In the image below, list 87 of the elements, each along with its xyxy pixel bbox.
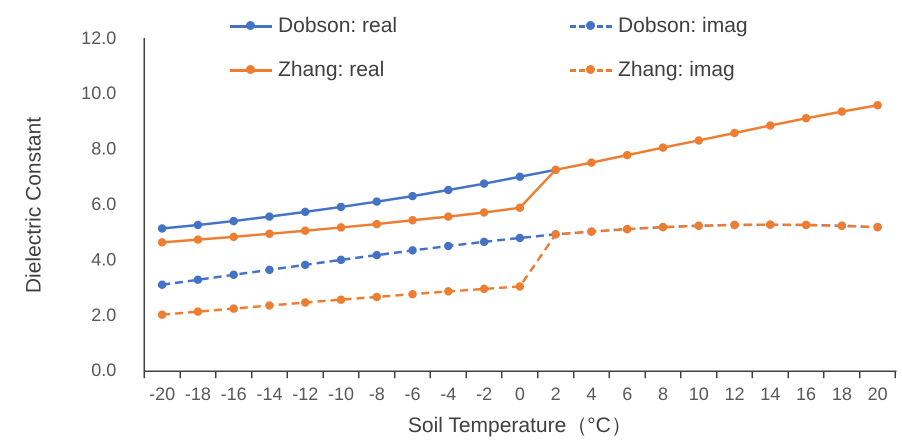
point — [372, 197, 382, 206]
y-tick-label: 6.0 — [91, 194, 116, 214]
point — [372, 220, 382, 228]
point — [194, 235, 202, 244]
point — [229, 216, 238, 226]
point — [336, 223, 346, 232]
point — [158, 224, 166, 233]
x-tick-label: 6 — [622, 384, 632, 404]
point — [516, 172, 524, 181]
point — [158, 310, 166, 319]
y-tick-label: 4.0 — [91, 249, 116, 270]
point — [265, 230, 274, 238]
point — [587, 158, 596, 167]
legend-label: Dobson: real — [278, 14, 398, 38]
y-tick-label: 12.0 — [81, 28, 116, 48]
point — [336, 202, 346, 212]
x-tick-label: -14 — [256, 384, 282, 404]
point — [158, 238, 166, 247]
point — [408, 216, 417, 224]
x-tick-label: 16 — [796, 384, 816, 404]
x-tick-label: -2 — [476, 384, 492, 404]
point — [300, 298, 310, 307]
point — [265, 301, 274, 310]
point — [158, 280, 166, 290]
y-tick-label: 8.0 — [91, 138, 116, 159]
x-tick-label: 0 — [514, 384, 525, 404]
point — [730, 128, 739, 138]
point — [838, 107, 846, 116]
point — [300, 226, 310, 236]
point — [300, 208, 310, 216]
x-tick-label: 8 — [658, 384, 668, 404]
x-tick-label: 10 — [688, 384, 709, 404]
point — [300, 260, 310, 270]
point — [694, 136, 703, 145]
point — [480, 179, 488, 188]
x-tick-label: -16 — [220, 384, 247, 404]
point — [516, 282, 524, 291]
point — [336, 295, 346, 304]
point — [372, 250, 382, 260]
point — [336, 256, 346, 264]
x-tick-label: -6 — [404, 384, 421, 404]
x-tick-label: -12 — [292, 384, 318, 404]
x-tick-label: -8 — [368, 384, 385, 404]
point — [408, 246, 417, 255]
point — [480, 208, 488, 217]
point — [516, 234, 524, 242]
point — [408, 290, 417, 298]
legend-label: Dobson: imag — [618, 14, 748, 38]
x-tick-label: -4 — [440, 384, 456, 404]
point — [622, 150, 632, 160]
point — [444, 242, 453, 250]
x-tick-label: 12 — [724, 384, 745, 404]
point — [802, 114, 810, 123]
point — [194, 220, 202, 230]
x-tick-label: -18 — [184, 384, 211, 404]
x-tick-label: 14 — [760, 384, 780, 404]
y-tick-label: 0.0 — [91, 360, 116, 380]
legend-label: Zhang: imag — [618, 58, 735, 82]
y-tick-label: 2.0 — [91, 304, 116, 325]
point — [444, 212, 453, 221]
x-tick-label: 18 — [832, 384, 852, 404]
point — [480, 238, 488, 246]
x-axis-title: Soil Temperature（°C） — [408, 414, 632, 438]
point — [480, 284, 488, 294]
point — [873, 101, 882, 110]
point — [229, 304, 238, 313]
point — [265, 266, 274, 274]
x-tick-label: -20 — [149, 384, 176, 404]
y-tick-label: 10.0 — [81, 83, 116, 104]
point — [194, 307, 202, 316]
x-tick-label: 2 — [550, 384, 561, 404]
point — [229, 232, 238, 242]
point — [372, 292, 382, 302]
x-tick-label: -10 — [328, 384, 354, 404]
point — [444, 186, 453, 194]
point — [658, 143, 668, 152]
x-tick-label: 20 — [868, 384, 888, 404]
point — [766, 121, 775, 130]
point — [444, 287, 453, 296]
legend-label: Zhang: real — [278, 58, 384, 82]
point — [265, 212, 274, 221]
x-tick-label: 4 — [586, 384, 596, 404]
y-axis-title: Dielectric Constant — [22, 116, 46, 294]
point — [516, 204, 524, 212]
point — [229, 270, 238, 280]
point — [194, 276, 202, 284]
point — [408, 192, 417, 200]
